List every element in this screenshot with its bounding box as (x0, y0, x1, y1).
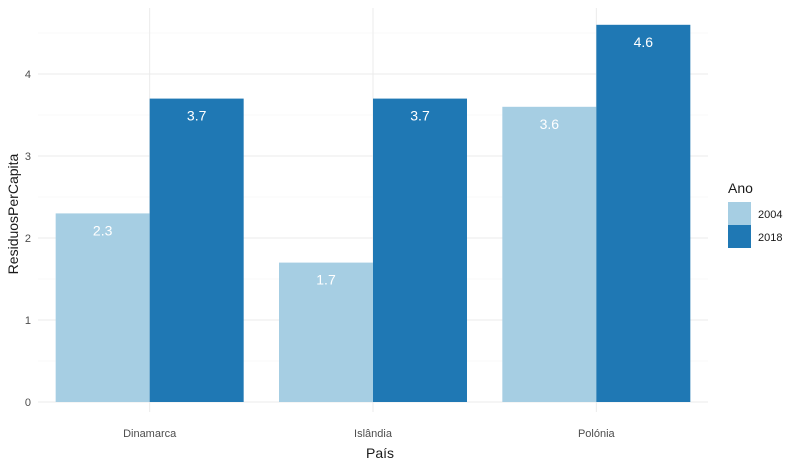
legend-label: 2018 (758, 232, 782, 244)
x-tick-label: Islândia (354, 428, 393, 440)
bar-data-label: 2.3 (93, 222, 113, 238)
bar (502, 106, 597, 403)
legend-label: 2004 (758, 209, 782, 221)
bars (55, 24, 691, 403)
bar-data-label: 4.6 (634, 34, 654, 50)
bar (55, 213, 150, 402)
y-tick-label: 3 (25, 151, 31, 163)
y-tick-label: 0 (25, 397, 31, 409)
bar-data-label: 3.7 (410, 108, 430, 124)
y-axis-ticks: 0 1 2 3 4 (25, 69, 31, 409)
y-tick-label: 1 (25, 315, 31, 327)
bar-data-label: 1.7 (316, 272, 336, 288)
bar-data-label: 3.7 (187, 108, 207, 124)
bar (279, 262, 373, 402)
legend: Ano 2004 2018 (728, 180, 782, 248)
bar (149, 98, 244, 402)
legend-swatch (728, 202, 751, 225)
x-axis-title: País (366, 445, 394, 461)
y-axis-title: ResiduosPerCapita (5, 153, 21, 274)
x-tick-label: Polónia (578, 428, 616, 440)
bar (373, 98, 467, 402)
y-tick-label: 4 (25, 69, 31, 81)
legend-title: Ano (728, 180, 753, 196)
legend-swatch (728, 225, 751, 248)
x-axis-ticks: Dinamarca Islândia Polónia (123, 428, 615, 440)
bar-labels: 2.3 3.7 1.7 3.7 3.6 4.6 (93, 34, 653, 288)
x-tick-label: Dinamarca (123, 428, 177, 440)
bar-data-label: 3.6 (540, 116, 560, 132)
bar (596, 24, 691, 403)
y-tick-label: 2 (25, 233, 31, 245)
